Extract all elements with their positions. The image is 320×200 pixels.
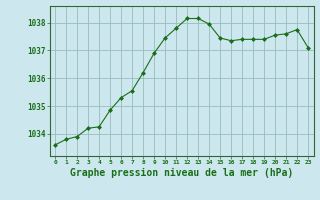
X-axis label: Graphe pression niveau de la mer (hPa): Graphe pression niveau de la mer (hPa) <box>70 168 293 178</box>
